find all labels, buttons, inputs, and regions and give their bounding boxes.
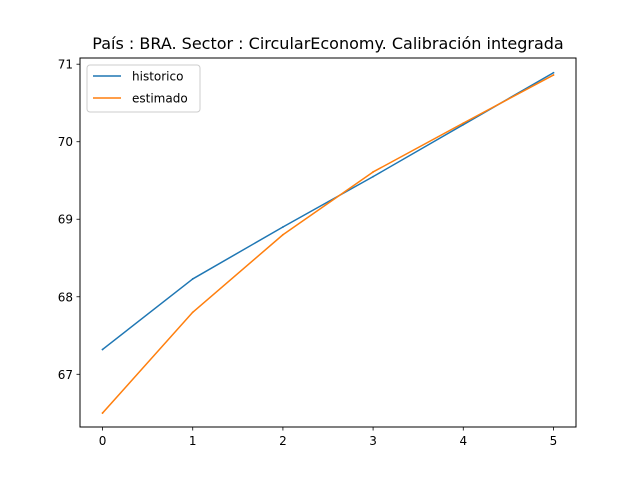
y-tick-label: 71 [58,58,73,72]
x-axis: 0 1 2 3 4 5 [99,427,558,448]
y-axis: 67 68 69 70 71 [58,58,80,382]
legend: historico estimado [86,64,201,113]
legend-label-historico: historico [132,70,183,84]
data-point-historico-3 [372,175,374,178]
data-point-estimado-3 [372,171,374,173]
data-point-estimado-4 [462,122,465,125]
x-tick-label: 2 [279,434,287,448]
x-tick-label: 1 [189,434,197,448]
data-point-estimado-1 [191,311,194,314]
chart-title: País : BRA. Sector : CircularEconomy. Ca… [92,34,563,53]
legend-label-estimado: estimado [132,92,188,106]
data-point-historico-1 [191,278,194,280]
y-tick-label: 70 [58,135,73,149]
data-point-estimado-0 [101,412,104,414]
y-tick-label: 67 [58,368,73,382]
data-point-historico-2 [282,226,284,228]
data-point-estimado-5 [552,74,555,76]
x-tick-label: 3 [369,434,377,448]
series-line-historico [101,71,555,351]
data-point-estimado-2 [282,233,284,236]
data-point-historico-5 [552,71,555,74]
plot-frame [79,57,577,428]
series-line-estimado [101,74,555,415]
x-tick-label: 5 [550,434,558,448]
x-tick-label: 4 [459,434,467,448]
data-point-historico-4 [462,123,465,126]
y-tick-label: 68 [58,290,73,304]
x-tick-label: 0 [99,434,107,448]
data-point-historico-0 [101,348,104,351]
y-tick-label: 69 [58,213,73,227]
